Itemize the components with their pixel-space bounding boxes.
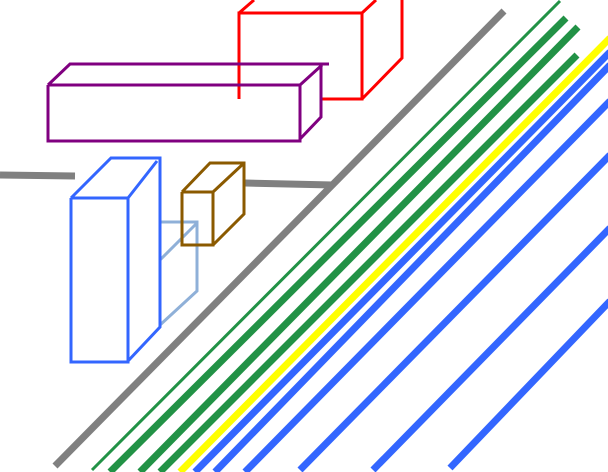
box-edges xyxy=(238,0,255,15)
lane-line-blue xyxy=(212,62,608,472)
box-edges xyxy=(158,221,199,262)
box-edges xyxy=(180,161,246,247)
lane-line-green xyxy=(137,24,581,472)
lane-line-green xyxy=(157,52,580,472)
box-edges xyxy=(69,196,130,364)
box-edges xyxy=(298,65,323,141)
box-edges xyxy=(158,220,199,327)
box-edges xyxy=(298,63,324,87)
bounding-box-light-blue xyxy=(158,220,199,327)
road-edge-horizontal-right xyxy=(244,179,334,189)
lane-line-blue xyxy=(447,298,608,471)
road-edge-diagonal xyxy=(52,8,507,469)
road-edge-horizontal xyxy=(0,171,76,180)
bounding-box-brown xyxy=(180,161,246,247)
lane-line-blue xyxy=(192,49,608,472)
lane-line-green-thin xyxy=(90,0,562,472)
lane-line-blue xyxy=(242,98,608,472)
bounding-box-purple xyxy=(46,62,329,143)
box-edges xyxy=(360,0,378,15)
box-edges xyxy=(46,62,329,87)
lane-line-green xyxy=(107,15,569,472)
box-edges xyxy=(360,0,404,101)
bounding-box-red xyxy=(237,0,404,101)
lane-line-blue xyxy=(297,152,608,472)
lane-line-yellow xyxy=(177,35,608,472)
lane-lines xyxy=(90,0,608,472)
box-edges xyxy=(46,83,302,143)
box-edges xyxy=(69,156,162,363)
box-edges xyxy=(126,160,159,199)
box-edges xyxy=(211,162,245,194)
bounding-box-blue xyxy=(69,156,162,364)
road-edges xyxy=(0,8,507,469)
lane-line-blue xyxy=(370,225,608,472)
